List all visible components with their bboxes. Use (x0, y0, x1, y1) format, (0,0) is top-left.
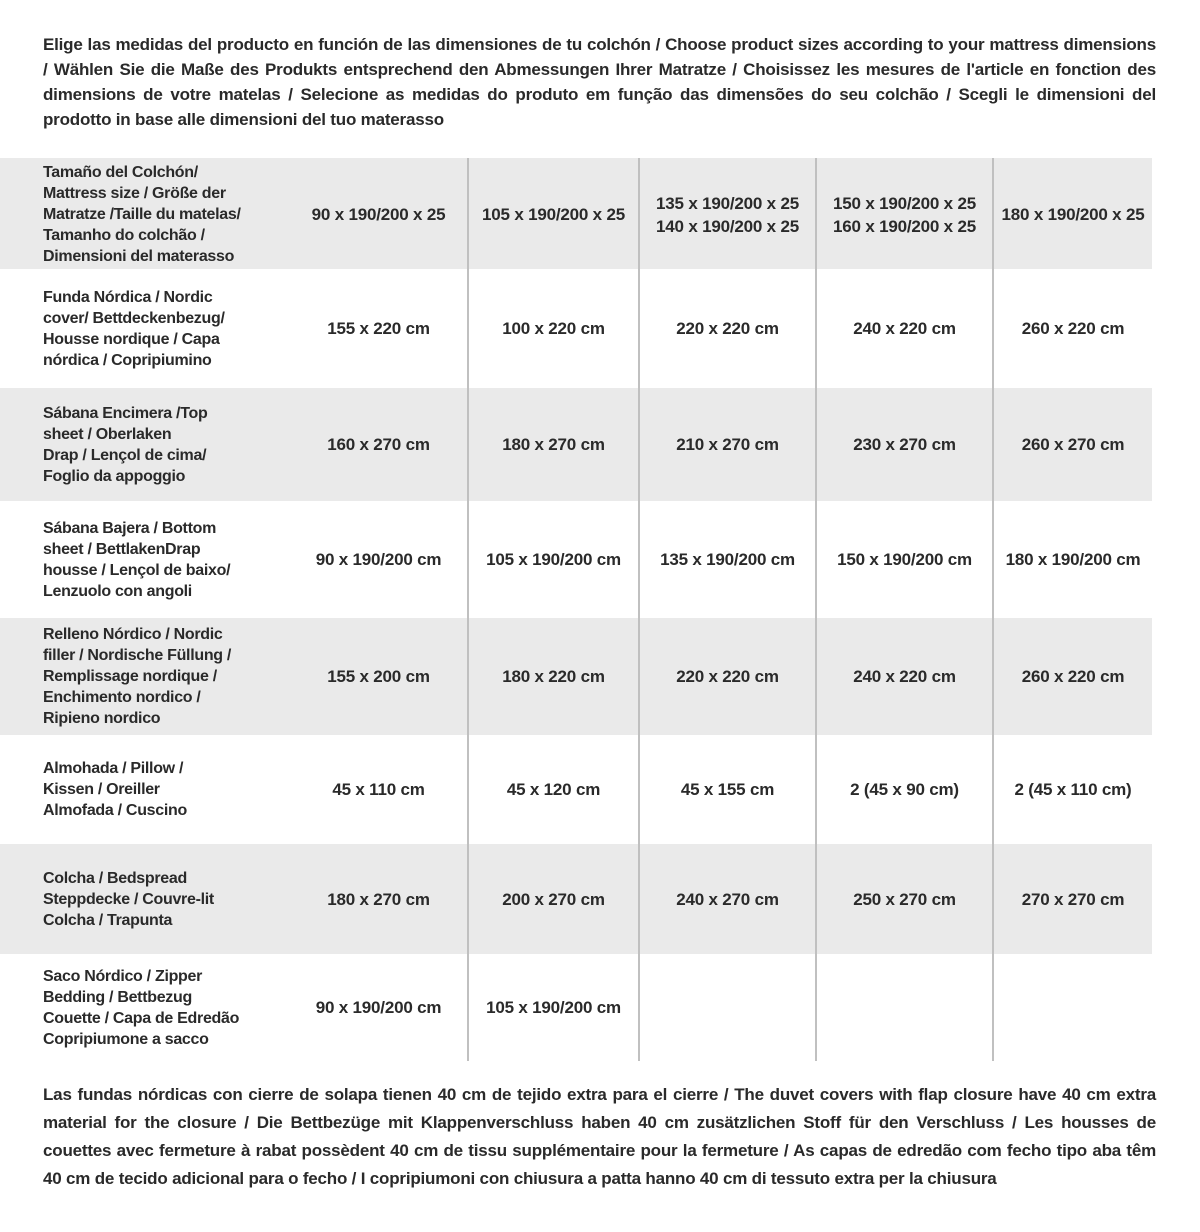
size-value: 240 x 220 cm (815, 618, 992, 735)
size-value: 220 x 220 cm (638, 269, 815, 388)
table-row-nordic-cover: Funda Nórdica / Nordic cover/ Bettdecken… (0, 269, 1152, 388)
header-size-value: 150 x 190/200 x 25 160 x 190/200 x 25 (815, 158, 992, 271)
row-label: Saco Nórdico / Zipper Bedding / Bettbezu… (43, 967, 240, 1048)
size-value: 250 x 270 cm (815, 844, 992, 954)
size-value: 160 x 270 cm (327, 435, 430, 454)
table-header-row: Tamaño del Colchón/ Mattress size / Größ… (0, 158, 1152, 271)
intro-text: Elige las medidas del producto en funció… (43, 35, 1156, 129)
size-value: 210 x 270 cm (638, 388, 815, 501)
size-value-empty (992, 954, 1152, 1061)
size-value-empty (638, 954, 815, 1061)
header-size-value: 180 x 190/200 x 25 (992, 158, 1152, 271)
size-value: 220 x 220 cm (638, 618, 815, 735)
footnote-text: Las fundas nórdicas con cierre de solapa… (43, 1085, 1156, 1188)
table-row-bedspread: Colcha / Bedspread Steppdecke / Couvre-l… (0, 844, 1152, 954)
size-value: 105 x 190/200 cm (467, 954, 638, 1061)
size-value-empty (815, 954, 992, 1061)
size-value: 155 x 200 cm (327, 667, 430, 686)
row-label: Relleno Nórdico / Nordic filler / Nordis… (43, 626, 232, 727)
table-row-bottom-sheet: Sábana Bajera / Bottom sheet / Bettlaken… (0, 501, 1152, 618)
size-value: 180 x 270 cm (327, 889, 430, 909)
row-label: Almohada / Pillow / Kissen / Oreiller Al… (43, 760, 187, 819)
row-label: Colcha / Bedspread Steppdecke / Couvre-l… (43, 869, 214, 929)
table-row-zipper-bedding: Saco Nórdico / Zipper Bedding / Bettbezu… (0, 954, 1152, 1061)
size-value: 2 (45 x 90 cm) (815, 735, 992, 844)
row-label: Sábana Bajera / Bottom sheet / Bettlaken… (43, 519, 231, 600)
size-value: 155 x 220 cm (327, 319, 430, 338)
size-value: 105 x 190/200 cm (467, 501, 638, 618)
row-label: Funda Nórdica / Nordic cover/ Bettdecken… (43, 288, 225, 369)
size-value: 200 x 270 cm (467, 844, 638, 954)
table-row-nordic-filler: Relleno Nórdico / Nordic filler / Nordis… (0, 618, 1152, 735)
size-value: 260 x 270 cm (992, 388, 1152, 501)
table-row-top-sheet: Sábana Encimera /Top sheet / Oberlaken D… (0, 388, 1152, 501)
row-label-mattress-size: Tamaño del Colchón/ Mattress size / Größ… (43, 164, 241, 265)
size-value: 240 x 220 cm (815, 269, 992, 388)
size-value: 150 x 190/200 cm (815, 501, 992, 618)
size-value: 240 x 270 cm (638, 844, 815, 954)
size-value: 45 x 110 cm (332, 780, 425, 799)
size-value: 180 x 190/200 cm (992, 501, 1152, 618)
size-value: 100 x 220 cm (467, 269, 638, 388)
size-value: 180 x 220 cm (467, 618, 638, 735)
row-label: Sábana Encimera /Top sheet / Oberlaken D… (43, 404, 208, 485)
table-row-pillow: Almohada / Pillow / Kissen / Oreiller Al… (0, 735, 1152, 844)
size-value: 230 x 270 cm (815, 388, 992, 501)
size-value: 45 x 155 cm (638, 735, 815, 844)
size-value: 260 x 220 cm (992, 269, 1152, 388)
header-size-value: 105 x 190/200 x 25 (467, 158, 638, 271)
size-value: 2 (45 x 110 cm) (992, 735, 1152, 844)
size-value: 270 x 270 cm (992, 844, 1152, 954)
size-value: 90 x 190/200 cm (315, 550, 442, 569)
size-value: 180 x 270 cm (467, 388, 638, 501)
header-size-value: 135 x 190/200 x 25 140 x 190/200 x 25 (638, 158, 815, 271)
size-value: 135 x 190/200 cm (638, 501, 815, 618)
mattress-size-table: Tamaño del Colchón/ Mattress size / Größ… (0, 158, 1152, 1061)
size-value: 90 x 190/200 cm (315, 998, 442, 1017)
size-value: 260 x 220 cm (992, 618, 1152, 735)
header-size-value: 90 x 190/200 x 25 (311, 205, 446, 224)
size-value: 45 x 120 cm (467, 735, 638, 844)
